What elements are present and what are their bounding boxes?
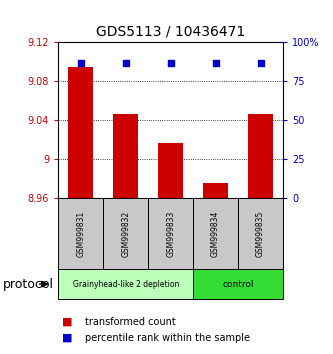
Bar [248, 114, 273, 198]
Text: GSM999835: GSM999835 [256, 210, 265, 257]
Bar [58, 269, 193, 299]
Point [258, 60, 263, 65]
Text: Grainyhead-like 2 depletion: Grainyhead-like 2 depletion [73, 280, 179, 289]
Bar [193, 269, 283, 299]
Title: GDS5113 / 10436471: GDS5113 / 10436471 [96, 24, 245, 39]
Bar [103, 198, 148, 269]
Bar [158, 143, 183, 198]
Text: GSM999834: GSM999834 [211, 210, 220, 257]
Bar [113, 114, 138, 198]
Bar [193, 198, 238, 269]
Bar [68, 67, 93, 198]
Text: percentile rank within the sample: percentile rank within the sample [85, 333, 250, 343]
Text: ■: ■ [62, 317, 72, 327]
Text: protocol: protocol [3, 278, 54, 291]
Text: GSM999832: GSM999832 [121, 211, 130, 257]
Bar [58, 198, 103, 269]
Text: GSM999831: GSM999831 [76, 211, 85, 257]
Bar [148, 198, 193, 269]
Point [78, 60, 83, 65]
Point [213, 60, 218, 65]
Point [123, 60, 129, 65]
Text: GSM999833: GSM999833 [166, 210, 175, 257]
Text: transformed count: transformed count [85, 317, 176, 327]
Text: control: control [222, 280, 254, 289]
Bar [203, 183, 228, 198]
Bar [238, 198, 283, 269]
Point [168, 60, 173, 65]
Text: ■: ■ [62, 333, 72, 343]
